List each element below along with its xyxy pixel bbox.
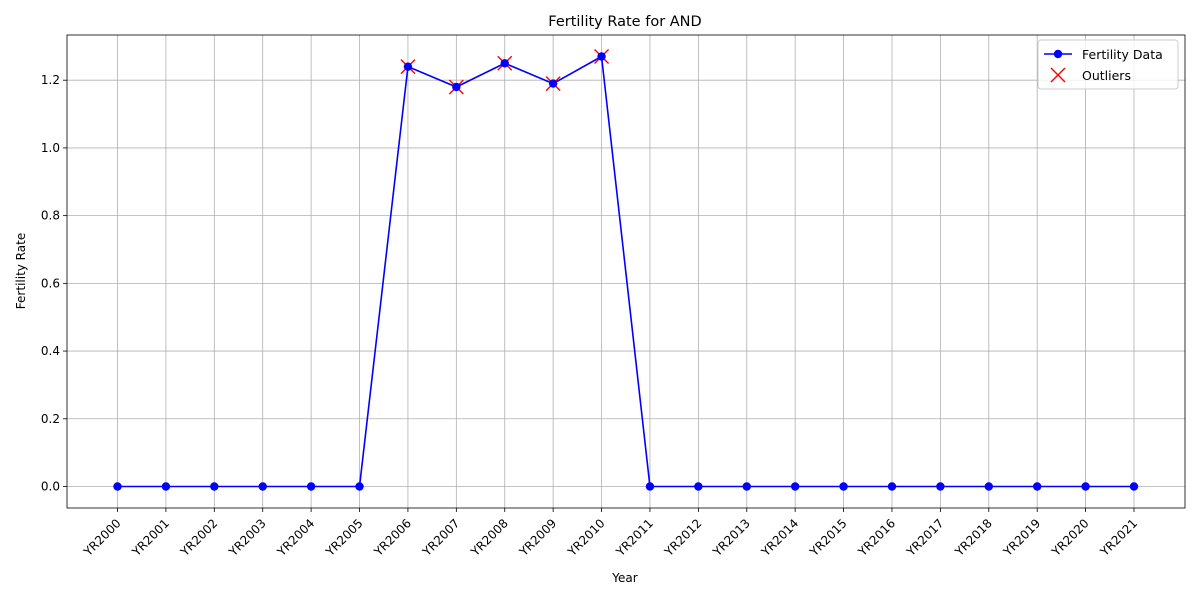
data-point <box>548 79 558 88</box>
data-point <box>210 482 219 491</box>
y-tick-label: 0.6 <box>41 276 60 290</box>
data-point <box>1081 482 1090 491</box>
y-tick-label: 0.0 <box>41 480 60 494</box>
data-point <box>1032 482 1042 491</box>
data-point <box>839 482 848 491</box>
series <box>113 49 1139 491</box>
legend-dot-swatch <box>1053 49 1063 59</box>
x-axis-label: Year <box>611 571 637 585</box>
data-point <box>306 482 316 491</box>
data-point <box>258 482 267 491</box>
data-point <box>645 482 655 491</box>
data-point <box>1129 482 1139 491</box>
data-point <box>500 59 509 68</box>
series-line-fertility-data <box>117 55 1134 488</box>
data-point <box>452 82 461 92</box>
y-tick-label: 0.2 <box>41 412 60 426</box>
data-point <box>403 62 413 71</box>
chart-title: Fertility Rate for AND <box>548 14 701 30</box>
data-point <box>161 482 171 491</box>
data-point <box>742 482 751 491</box>
data-point <box>887 482 897 491</box>
y-tick-label: 0.4 <box>41 344 60 358</box>
data-point <box>694 482 703 491</box>
legend-x-swatch <box>1050 67 1066 83</box>
data-point <box>355 482 364 491</box>
legend-frame <box>1037 39 1179 90</box>
plot-frame <box>66 34 1186 509</box>
legend-label-fertility-data: Fertility Data <box>1082 47 1163 62</box>
y-tick-label: 1.0 <box>41 141 60 155</box>
data-point <box>113 482 122 491</box>
legend-label-outliers: Outliers <box>1082 68 1131 83</box>
data-point <box>984 482 993 491</box>
y-axis-label: Fertility Rate <box>14 233 28 309</box>
data-point <box>790 482 800 491</box>
y-tick-label: 0.8 <box>41 209 60 223</box>
axes <box>63 34 1186 512</box>
data-point <box>597 52 606 61</box>
legend: Fertility Data Outliers <box>1037 39 1179 90</box>
y-tick-label: 1.2 <box>41 73 60 87</box>
data-point <box>936 482 945 491</box>
